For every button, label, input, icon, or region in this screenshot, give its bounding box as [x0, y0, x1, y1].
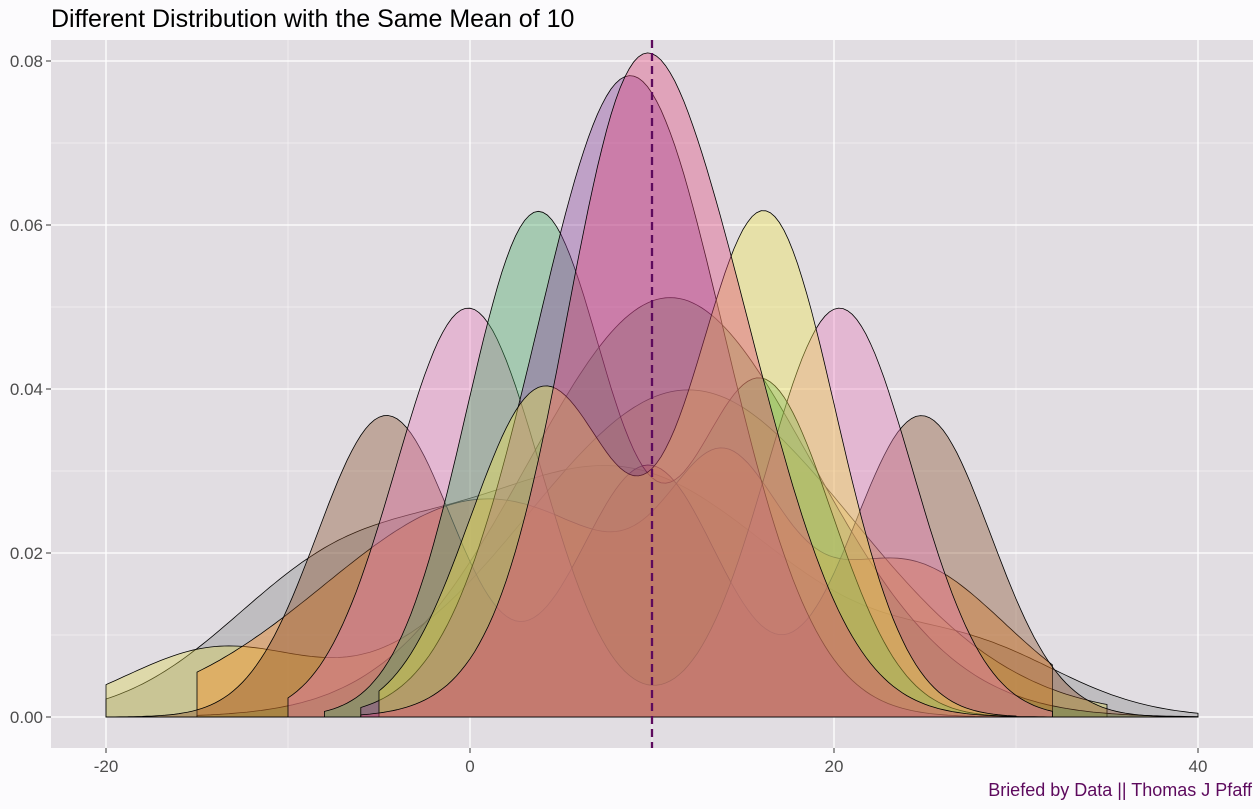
y-tick-label: 0.08	[10, 52, 43, 71]
x-axis: -20 0 20 40	[94, 748, 1208, 776]
y-axis: 0.00 0.02 0.04 0.06 0.08	[10, 52, 51, 727]
density-area-8	[360, 75, 999, 718]
density-area-7	[324, 210, 1017, 718]
x-tick-label: 20	[825, 757, 844, 776]
x-tick-label: -20	[94, 757, 119, 776]
density-area-3	[196, 297, 1199, 718]
chart-caption: Briefed by Data || Thomas J Pfaff	[988, 780, 1252, 800]
density-areas	[105, 52, 1199, 718]
density-area-4	[196, 447, 1053, 718]
x-tick-label: 0	[465, 757, 474, 776]
density-area-10	[360, 52, 1053, 718]
density-area-6	[287, 307, 1053, 718]
y-tick-label: 0.06	[10, 216, 43, 235]
x-tick-label: 40	[1189, 757, 1208, 776]
y-tick-label: 0.00	[10, 708, 43, 727]
density-area-2	[105, 389, 1108, 718]
y-tick-label: 0.04	[10, 380, 43, 399]
density-area-9	[378, 210, 1017, 718]
chart-title: Different Distribution with the Same Mea…	[51, 5, 575, 33]
y-tick-label: 0.02	[10, 544, 43, 563]
